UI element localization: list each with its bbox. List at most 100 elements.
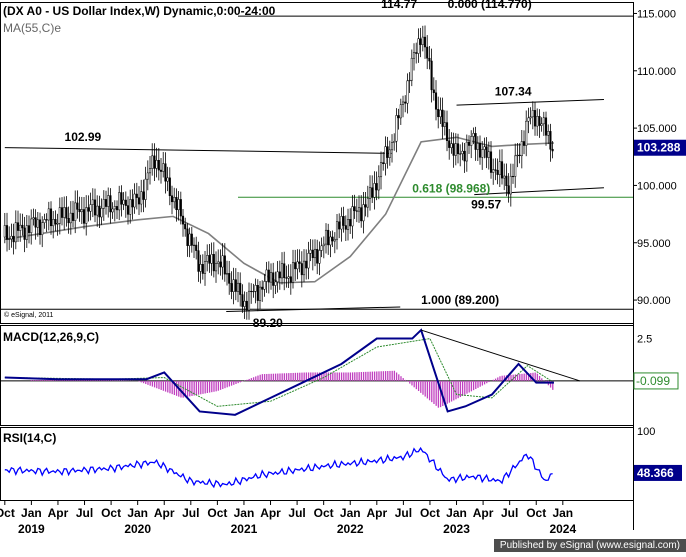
- candle-body: [395, 115, 398, 142]
- x-tick-label: Jan: [234, 506, 255, 520]
- candle-body: [190, 233, 193, 246]
- candle-body: [241, 294, 244, 307]
- candle-body: [234, 279, 237, 292]
- candle-body: [518, 154, 521, 157]
- candle-body: [531, 110, 534, 118]
- candle-body: [41, 222, 44, 236]
- candle-body: [36, 219, 39, 228]
- x-tick-label: Jan: [552, 506, 573, 520]
- candle-body: [476, 143, 479, 150]
- candle-body: [404, 101, 407, 104]
- candle-body: [357, 207, 361, 212]
- rsi-badge: [634, 464, 682, 481]
- candle-body: [221, 255, 224, 268]
- candle-body: [285, 277, 288, 279]
- candle-body: [261, 286, 264, 290]
- candle-body: [509, 175, 512, 195]
- candle-body: [498, 161, 501, 175]
- candle-body: [27, 225, 31, 233]
- candle-body: [489, 151, 493, 173]
- candle-body: [252, 291, 255, 293]
- candle-body: [467, 141, 471, 146]
- candle-body: [175, 197, 178, 211]
- candle-body: [168, 177, 171, 196]
- price-annotation: 89.20: [253, 316, 283, 330]
- candle-body: [375, 183, 378, 191]
- candle-body: [188, 233, 191, 246]
- candle-body: [434, 92, 438, 110]
- candle-body: [135, 193, 138, 198]
- candle-body: [122, 199, 125, 205]
- price-annotation: 0.000 (114.770): [448, 0, 532, 11]
- macd-zero-label: -0.099: [636, 374, 670, 388]
- trend-line: [456, 98, 604, 106]
- publisher-footer: Published by eSignal (www.esignal.com): [493, 539, 686, 552]
- candle-body: [494, 169, 497, 171]
- macd-trend-line: [420, 329, 581, 382]
- candle-body: [511, 175, 515, 178]
- x-tick-label: Apr: [473, 506, 494, 520]
- candle-body: [111, 208, 114, 213]
- trend-line: [226, 306, 401, 313]
- candle-body: [38, 219, 42, 236]
- candle-body: [344, 225, 347, 230]
- candle-body: [355, 210, 358, 212]
- candle-body: [368, 187, 372, 199]
- candle-body: [439, 109, 442, 118]
- x-tick-label: Apr: [48, 506, 69, 520]
- candle-body: [173, 197, 176, 203]
- candle-body: [283, 263, 286, 279]
- candle-body: [16, 222, 20, 231]
- candle-body: [547, 131, 550, 136]
- candle-body: [461, 150, 464, 154]
- rsi-y-tick: 100: [637, 426, 655, 438]
- x-tick-label: Oct: [314, 506, 334, 520]
- candle-body: [520, 141, 523, 157]
- price-annotation: 1.000 (89.200): [421, 293, 499, 307]
- candle-body: [144, 178, 147, 200]
- candle-body: [432, 89, 435, 94]
- trend-line: [4, 147, 392, 154]
- candle-body: [153, 155, 156, 169]
- candle-body: [71, 212, 75, 221]
- candle-body: [522, 141, 526, 146]
- candle-body: [452, 143, 455, 156]
- x-tick-label: Jan: [127, 506, 148, 520]
- candle-body: [287, 276, 290, 279]
- candle-body: [551, 148, 554, 152]
- candle-body: [228, 273, 231, 284]
- candle-body: [115, 206, 119, 211]
- candle-body: [104, 199, 108, 207]
- candle-body: [474, 133, 477, 150]
- price-annotation: 99.57: [471, 197, 501, 211]
- candle-body: [245, 300, 248, 311]
- x-tick-label: Apr: [260, 506, 281, 520]
- candle-body: [170, 195, 174, 203]
- candle-body: [195, 244, 198, 251]
- candle-body: [362, 204, 365, 222]
- candle-body: [63, 207, 66, 218]
- candle-body: [342, 216, 345, 226]
- candle-body: [219, 261, 222, 268]
- candle-body: [98, 205, 101, 218]
- candle-body: [393, 140, 396, 143]
- candle-body: [408, 79, 411, 82]
- candle-body: [437, 109, 440, 118]
- candle-body: [505, 175, 508, 186]
- candle-body: [133, 193, 136, 208]
- candle-body: [311, 249, 314, 259]
- candle-body: [232, 279, 235, 292]
- macd-title: MACD(12,26,9,C): [3, 330, 99, 344]
- candle-body: [335, 221, 339, 240]
- candle-body: [120, 192, 123, 205]
- candle-body: [426, 46, 429, 59]
- candle-body: [93, 199, 97, 216]
- candle-body: [23, 227, 26, 240]
- candle-body: [56, 222, 59, 225]
- candle-body: [386, 146, 389, 158]
- candle-body: [527, 117, 530, 122]
- candle-body: [223, 255, 226, 275]
- signal-line: [4, 338, 555, 407]
- candle-body: [296, 261, 299, 270]
